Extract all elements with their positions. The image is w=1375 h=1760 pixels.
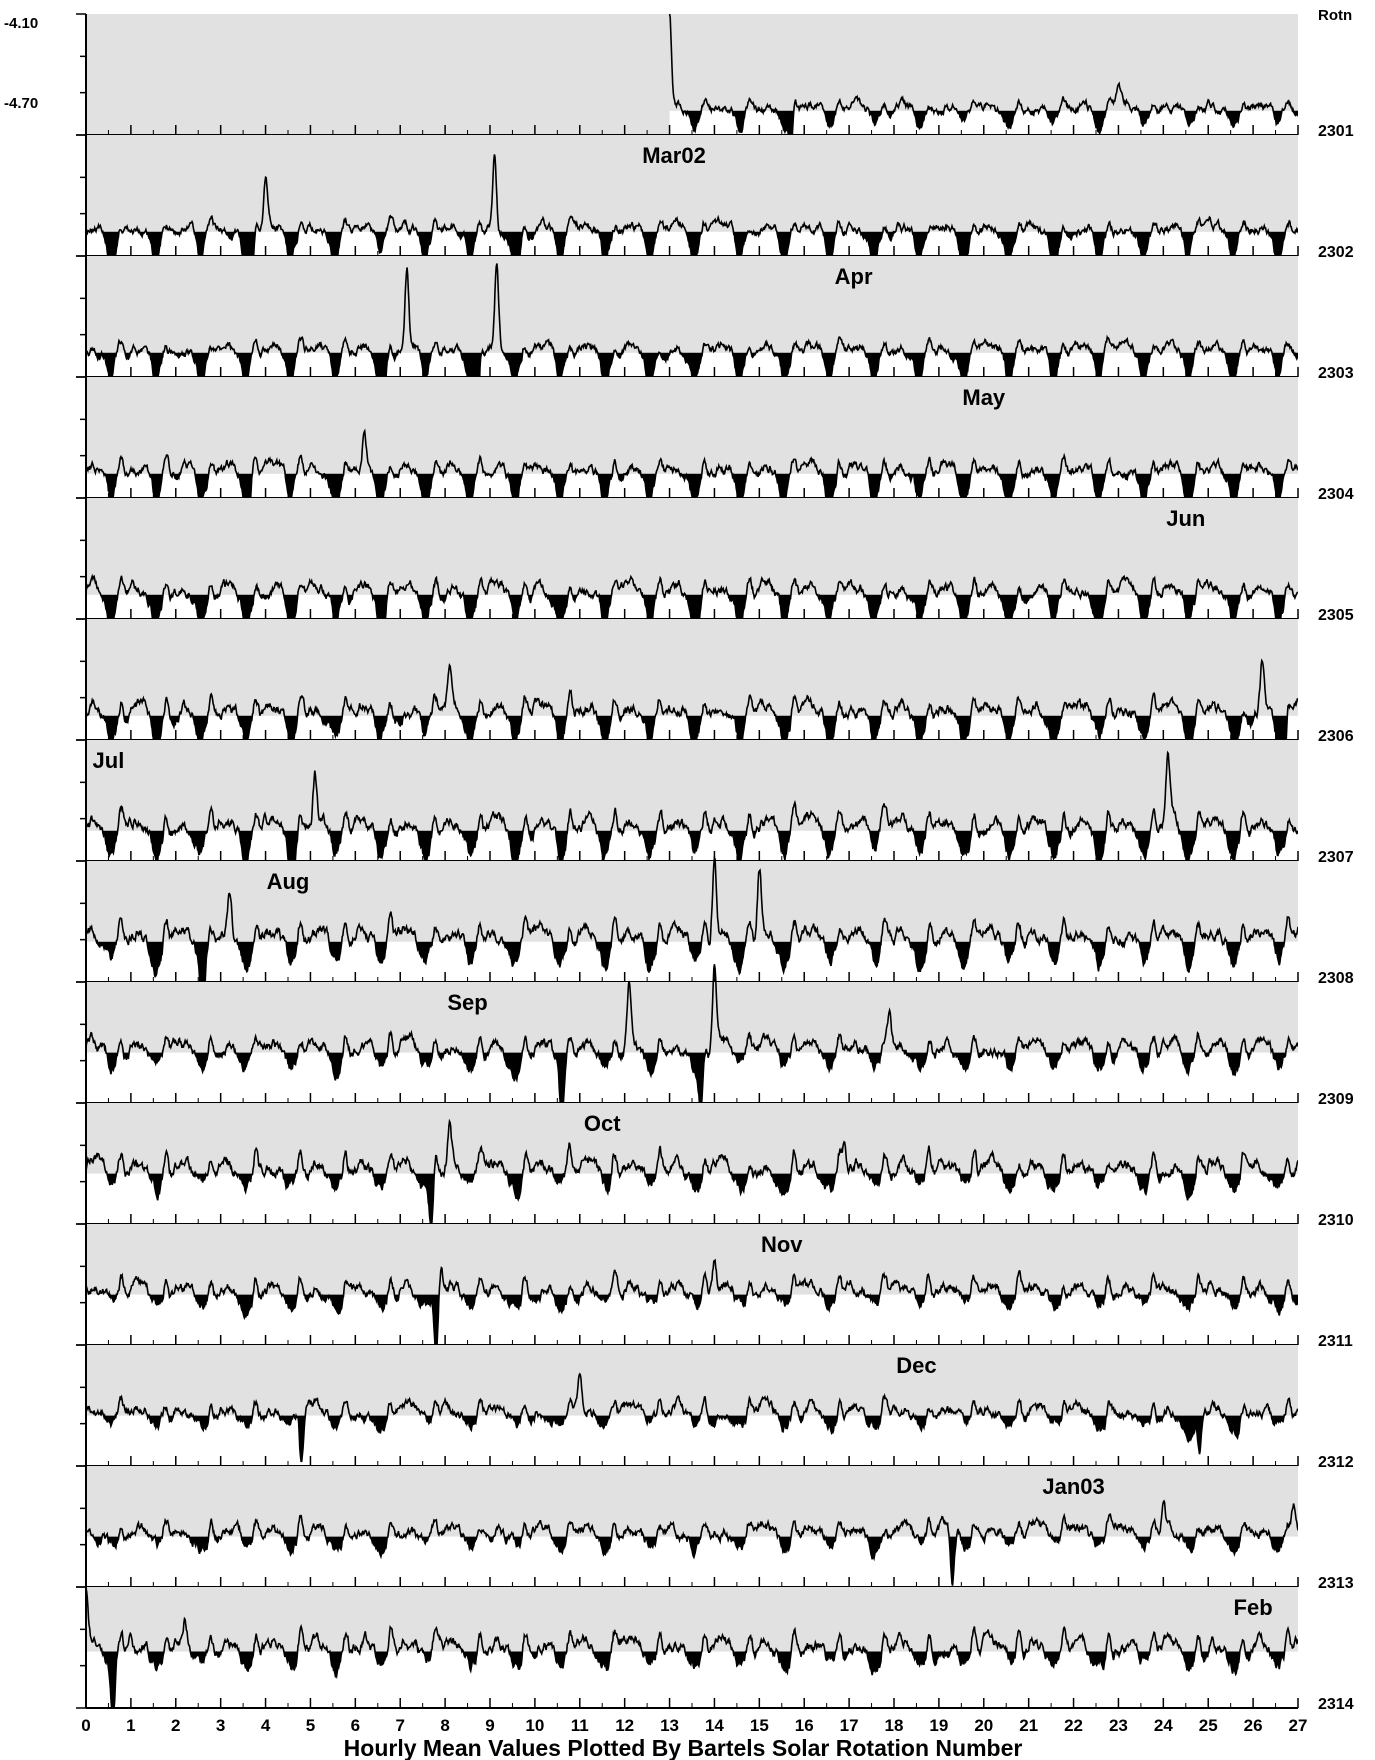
rotation-panels: 2301 2302 2303 2304 2305 2306 2307 2308 2309 2310…	[76, 13, 1354, 1713]
series-2308-line	[86, 854, 1298, 982]
month-label: Jul	[93, 748, 125, 773]
x-tick-label: 22	[1064, 1716, 1083, 1735]
x-tick-label: 18	[885, 1716, 904, 1735]
x-tick-label: 11	[571, 1716, 589, 1735]
series-2310-line	[86, 1118, 1298, 1224]
rotation-column-header: Rotn	[1318, 7, 1352, 24]
series-2307-below-fill	[86, 830, 1298, 861]
panel-2307: 2307	[76, 739, 1354, 866]
x-tick-label: 17	[840, 1716, 859, 1735]
x-tick-label: 21	[1019, 1716, 1038, 1735]
x-tick-label: 6	[351, 1716, 360, 1735]
axes: -4.10 -4.70 Rotn Hourly Mean Values Plot…	[4, 7, 1352, 1760]
panel-2301: 2301	[76, 13, 1354, 140]
x-tick-label: 5	[306, 1716, 315, 1735]
panel-2311: 2311	[76, 1223, 1353, 1350]
x-tick-label: 0	[81, 1716, 90, 1735]
month-label: Feb	[1234, 1595, 1273, 1620]
x-tick-label: 8	[440, 1716, 449, 1735]
month-label: Sep	[447, 990, 487, 1015]
series-2313-line	[86, 1499, 1298, 1586]
month-label: Apr	[835, 264, 873, 289]
x-tick-label: 26	[1244, 1716, 1263, 1735]
x-tick-label: 25	[1199, 1716, 1218, 1735]
rotation-label: 2304	[1318, 486, 1354, 503]
rotation-label: 2303	[1318, 365, 1354, 382]
rotation-label: 2302	[1318, 244, 1354, 261]
series-2301-line	[668, 13, 1298, 135]
x-tick-label: 2	[171, 1716, 180, 1735]
series-2312-below-fill	[86, 1415, 1298, 1462]
y-tick-label-top: -4.10	[4, 15, 38, 32]
x-tick-label: 27	[1289, 1716, 1308, 1735]
x-tick-label: 15	[750, 1716, 769, 1735]
month-label: May	[962, 385, 1006, 410]
x-tick-label: 23	[1109, 1716, 1128, 1735]
x-tick-label: 3	[216, 1716, 225, 1735]
series-2312-line	[86, 1372, 1298, 1463]
month-label: Dec	[896, 1353, 936, 1378]
x-tick-label: 19	[929, 1716, 948, 1735]
series-2309-line	[86, 964, 1298, 1103]
panel-2313: 2313	[76, 1465, 1354, 1592]
month-label: Jan03	[1042, 1474, 1104, 1499]
rotation-label: 2301	[1318, 123, 1354, 140]
panel-2312: 2312	[76, 1344, 1354, 1471]
month-label: Mar02	[642, 143, 706, 168]
x-tick-label: 16	[795, 1716, 814, 1735]
x-tick-label: 14	[705, 1716, 724, 1735]
x-tick-label: 24	[1154, 1716, 1173, 1735]
panel-2310: 2310	[76, 1102, 1354, 1229]
x-tick-label: 4	[261, 1716, 271, 1735]
panel-2304: 2304	[76, 376, 1354, 503]
month-label: Oct	[584, 1111, 621, 1136]
series-2313-below-fill	[86, 1536, 1298, 1586]
x-tick-label: 20	[974, 1716, 993, 1735]
rotation-label: 2312	[1318, 1454, 1354, 1471]
x-tick-labels: 0 1 2 3 4 5 6 7 8 9 10 11 12 13 14 15 16 17 18 19 20 21 22 23 24…	[81, 1716, 1307, 1735]
panel-2309: 2309	[76, 964, 1354, 1108]
rotation-label: 2313	[1318, 1575, 1354, 1592]
panel-2302: 2302	[76, 134, 1354, 261]
rotation-label: 2307	[1318, 849, 1354, 866]
x-tick-label: 10	[525, 1716, 544, 1735]
rotation-label: 2305	[1318, 607, 1354, 624]
x-axis-title: Hourly Mean Values Plotted By Bartels So…	[344, 1735, 1023, 1760]
series-2302-below-fill	[86, 231, 1298, 256]
series-2311-line	[86, 1258, 1298, 1345]
x-tick-label: 12	[615, 1716, 634, 1735]
series-2304-below-fill	[86, 473, 1298, 498]
panel-2314: 2314	[76, 1586, 1354, 1713]
y-tick-label-bottom: -4.70	[4, 95, 38, 112]
x-tick-label: 13	[660, 1716, 679, 1735]
series-2306-below-fill	[86, 715, 1298, 740]
x-tick-label: 9	[485, 1716, 494, 1735]
rotation-label: 2311	[1318, 1333, 1353, 1350]
rotation-label: 2306	[1318, 728, 1354, 745]
panel-2308: 2308	[76, 854, 1354, 987]
series-2303-below-fill	[86, 352, 1298, 377]
panel-2305: 2305	[76, 497, 1354, 624]
month-label: Aug	[267, 869, 310, 894]
series-2314-line	[86, 1587, 1298, 1708]
month-label: Jun	[1166, 506, 1205, 531]
panel-2306: 2306	[76, 618, 1354, 745]
series-2306-line	[86, 658, 1298, 740]
x-tick-label: 7	[395, 1716, 404, 1735]
series-2305-below-fill	[86, 594, 1298, 619]
rotation-label: 2314	[1318, 1696, 1354, 1713]
below-reference-band	[86, 1294, 1298, 1344]
rotation-label: 2310	[1318, 1212, 1354, 1229]
rotation-label: 2309	[1318, 1091, 1354, 1108]
rotation-label: 2308	[1318, 970, 1354, 987]
month-label: Nov	[761, 1232, 803, 1257]
x-tick-label: 1	[126, 1716, 135, 1735]
